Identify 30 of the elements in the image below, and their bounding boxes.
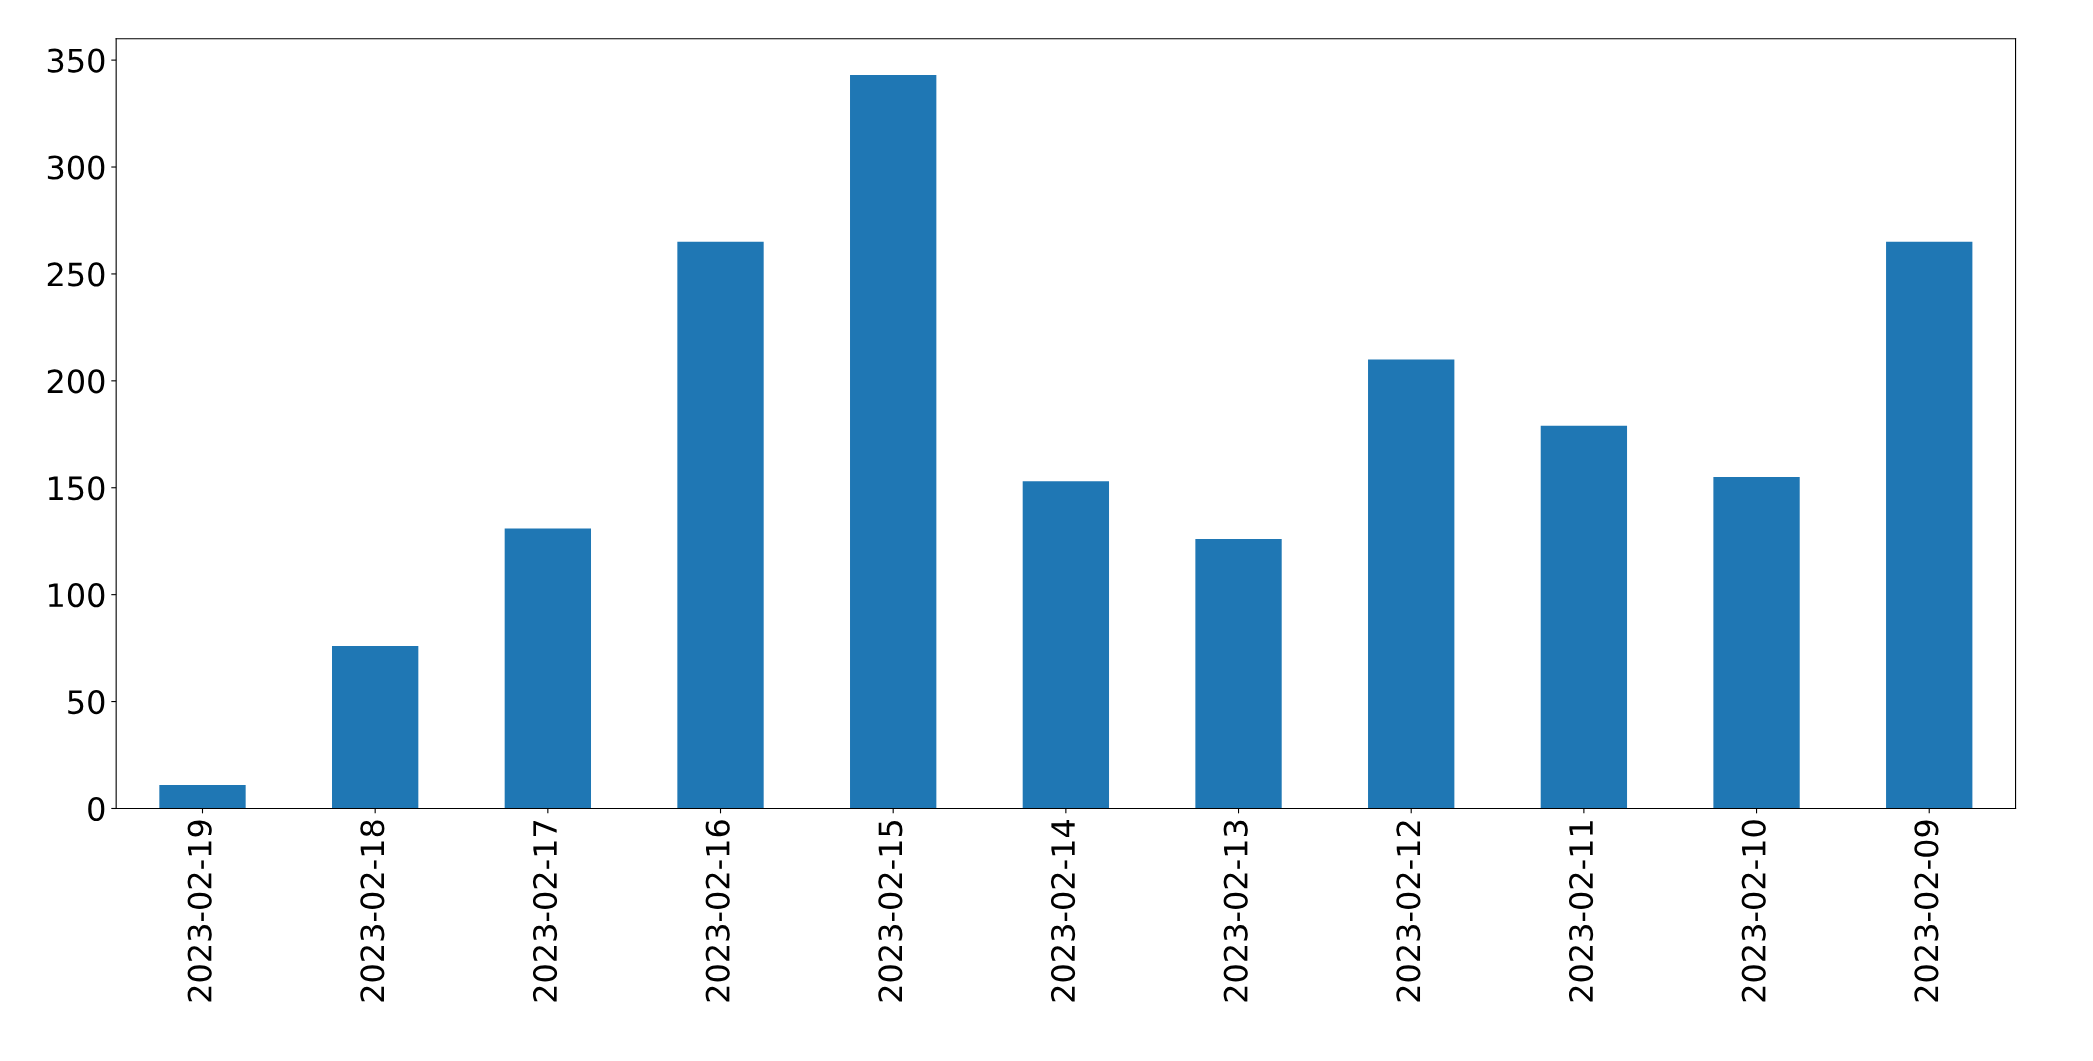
y-tick-label: 50 xyxy=(68,690,105,715)
y-tick-label: 250 xyxy=(47,262,105,287)
x-tick-label: 2023-02-14 xyxy=(1050,820,1076,1002)
bar xyxy=(1368,359,1455,809)
bar xyxy=(1022,481,1110,809)
bar xyxy=(850,75,937,809)
bar xyxy=(1713,477,1800,809)
x-tick-label: 2023-02-16 xyxy=(705,820,730,1002)
y-tick-label: 0 xyxy=(88,796,105,822)
bar xyxy=(159,784,246,809)
y-tick-label: 150 xyxy=(48,476,105,501)
x-tick-label: 2023-02-13 xyxy=(1223,820,1248,1002)
bar xyxy=(1195,539,1282,809)
x-tick-label: 2023-02-11 xyxy=(1568,821,1594,1002)
y-tick-label: 300 xyxy=(47,155,105,180)
bar xyxy=(504,528,592,809)
x-tick-label: 2023-02-15 xyxy=(878,820,903,1002)
x-tick-label: 2023-02-17 xyxy=(532,820,558,1002)
y-tick-label: 100 xyxy=(48,583,105,608)
y-tick-label: 350 xyxy=(47,48,105,73)
bar xyxy=(332,645,419,809)
bar xyxy=(1540,425,1628,809)
x-tick-label: 2023-02-12 xyxy=(1396,821,1421,1002)
x-tick-label: 2023-02-10 xyxy=(1741,820,1766,1002)
x-tick-label: 2023-02-19 xyxy=(187,820,212,1002)
x-tick-label: 2023-02-09 xyxy=(1914,820,1939,1002)
bar xyxy=(1886,241,1973,809)
y-tick-label: 200 xyxy=(47,369,105,394)
bar xyxy=(677,241,764,809)
x-tick-label: 2023-02-18 xyxy=(360,820,385,1002)
